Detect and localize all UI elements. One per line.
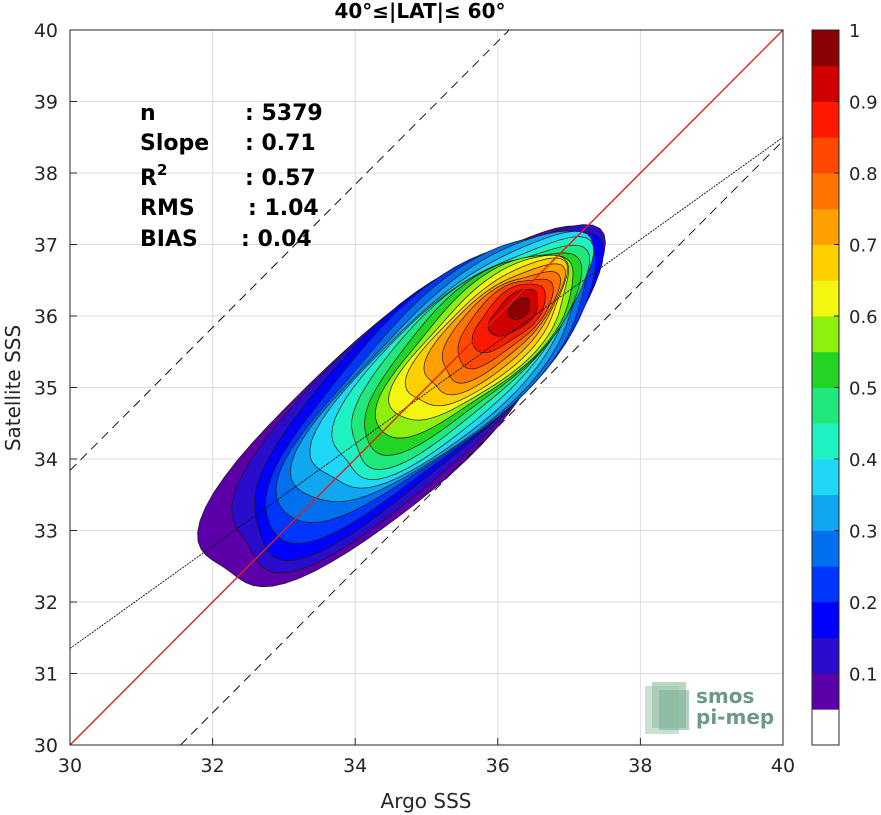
colorbar-swatch	[812, 137, 839, 174]
colorbar-tick-label: 0.5	[849, 379, 878, 400]
stat-label: R2	[140, 161, 167, 191]
x-tick-label: 32	[201, 755, 225, 777]
colorbar-swatch	[812, 494, 839, 531]
colorbar-swatch	[812, 566, 839, 603]
stats-box: n : 5379 Slope : 0.71 R2 : 0.57 RMS : 1.04 BIAS:…	[140, 101, 323, 252]
x-tick-label: 36	[486, 755, 510, 777]
y-tick-label: 36	[34, 306, 58, 328]
colorbar-swatch	[812, 709, 839, 746]
x-tick-label: 38	[628, 755, 652, 777]
stat-label: Slope	[140, 131, 209, 156]
stat-value: : 5379	[245, 101, 323, 126]
y-tick-label: 30	[34, 735, 58, 757]
colorbar-swatch	[812, 280, 839, 317]
upper-bound-line	[70, 30, 510, 471]
chart-title: 40°≤|LAT|≤ 60°	[334, 0, 505, 23]
y-tick-label: 37	[34, 235, 58, 257]
colorbar-swatch	[812, 673, 839, 710]
reference-lines	[70, 30, 783, 745]
x-tick-label: 34	[343, 755, 367, 777]
colorbar-swatch	[812, 637, 839, 674]
y-tick-label: 39	[34, 92, 58, 114]
y-tick-label: 33	[34, 521, 58, 543]
colorbar-swatch	[812, 351, 839, 388]
logo-text-pi-mep: pi-mep	[696, 705, 774, 729]
stat-value: : 0.71	[245, 131, 316, 156]
colorbar-swatch	[812, 30, 839, 67]
stat-value: : 1.04	[248, 196, 319, 221]
colorbar-tick-label: 0.3	[849, 522, 878, 543]
colorbar-tick-label: 0.7	[849, 236, 878, 257]
y-axis-label: Satellite SSS	[1, 325, 25, 451]
identity-line	[70, 30, 783, 745]
colorbar-swatch	[812, 423, 839, 460]
stat-label: RMS	[140, 196, 195, 221]
colorbar-swatch	[812, 101, 839, 138]
colorbar-tick-label: 0.2	[849, 593, 878, 614]
stat-label: BIAS	[140, 227, 198, 252]
colorbar-tick-label: 1	[849, 21, 860, 42]
colorbar-tick-label: 0.4	[849, 450, 878, 471]
x-axis-ticks: 30 32 34 36 38 40	[58, 738, 795, 777]
colorbar-tick-label: 0.1	[849, 665, 878, 686]
y-tick-label: 38	[34, 163, 58, 185]
x-tick-label: 40	[771, 755, 795, 777]
lower-bound-line	[180, 140, 783, 745]
y-tick-label: 35	[34, 378, 58, 400]
smos-pi-mep-logo: smos pi-mep	[645, 682, 774, 734]
x-axis-label: Argo SSS	[381, 789, 472, 813]
density-contour-level-19	[506, 297, 531, 320]
colorbar-swatch	[812, 530, 839, 567]
y-axis-ticks: 30 31 32 33 34 35 36 37 38 39 40	[34, 20, 77, 757]
y-tick-label: 32	[34, 592, 58, 614]
y-tick-label: 34	[34, 449, 58, 471]
colorbar-swatch	[812, 173, 839, 210]
colorbar-swatch	[812, 65, 839, 102]
colorbar-ticks: 0.1 0.2 0.3 0.4 0.5 0.6 0.7 0.8 0.9 1	[834, 21, 878, 686]
stat-label: n	[140, 101, 156, 126]
colorbar-tick-label: 0.8	[849, 164, 878, 185]
colorbar-swatch	[812, 602, 839, 639]
x-tick-label: 30	[58, 755, 82, 777]
stat-value: : 0.04	[241, 227, 312, 252]
colorbar-tick-label: 0.9	[849, 93, 878, 114]
colorbar-swatch	[812, 459, 839, 496]
colorbar	[812, 30, 839, 746]
y-tick-label: 40	[34, 20, 58, 42]
colorbar-tick-label: 0.6	[849, 307, 878, 328]
colorbar-swatch	[812, 387, 839, 424]
stat-value: : 0.57	[245, 166, 316, 191]
logo-text-smos: smos	[696, 684, 754, 708]
colorbar-swatch	[812, 208, 839, 245]
regression-fit-line	[70, 136, 783, 649]
colorbar-swatch	[812, 244, 839, 281]
y-tick-label: 31	[34, 664, 58, 686]
colorbar-swatch	[812, 316, 839, 353]
